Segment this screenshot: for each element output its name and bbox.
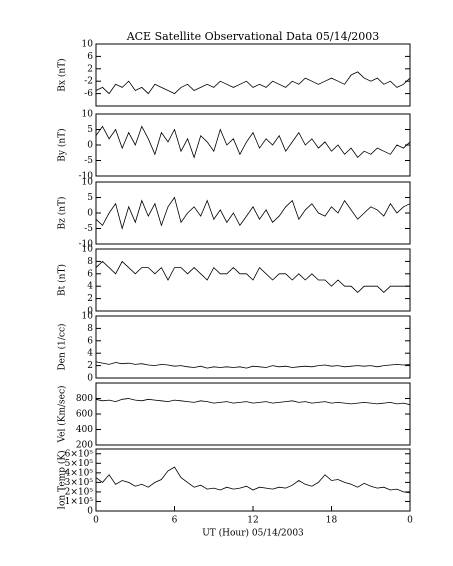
chart-title: ACE Satellite Observational Data 05/14/2…	[126, 30, 380, 43]
y-axis-label: Bz (nT)	[57, 196, 68, 229]
y-tick-label: -10	[79, 240, 94, 250]
y-tick-label: 0	[87, 209, 93, 219]
y-tick-label: -10	[79, 172, 94, 182]
y-tick-label: 8	[87, 257, 93, 267]
y-tick-label: -6	[84, 89, 93, 99]
y-axis-label: Den (1/cc)	[57, 323, 68, 370]
panel-frame	[95, 315, 411, 379]
y-tick-label: 5×10⁵	[65, 459, 94, 469]
x-axis-label: UT (Hour) 05/14/2003	[202, 528, 304, 539]
y-tick-label: 400	[76, 425, 93, 435]
y-axis-label: Bt (nT)	[57, 264, 68, 296]
y-tick-label: -5	[84, 156, 93, 166]
y-tick-label: 2×10⁵	[65, 487, 94, 497]
y-tick-label: 1×10⁵	[65, 497, 94, 507]
y-tick-label: 8	[87, 324, 93, 334]
data-line	[95, 398, 411, 406]
y-tick-label: -5	[84, 224, 93, 234]
y-axis-label: Bx (nT)	[57, 58, 68, 91]
y-tick-label: 4×10⁵	[65, 468, 94, 478]
y-tick-label: 10	[82, 40, 94, 50]
y-tick-label: 4	[87, 282, 93, 292]
y-axis-label: Vel (Km/sec)	[57, 385, 68, 443]
y-tick-label: 3×10⁵	[65, 478, 94, 488]
y-tick-label: -2	[84, 77, 93, 87]
y-tick-label: 6	[87, 336, 93, 346]
y-tick-label: 2	[87, 64, 93, 74]
y-tick-label: 600	[76, 410, 93, 420]
y-tick-label: 2	[87, 361, 93, 371]
y-tick-label: 10	[82, 110, 94, 120]
y-tick-label: 200	[76, 441, 93, 451]
y-tick-label: 6×10⁵	[65, 449, 94, 459]
y-tick-label: 6	[87, 269, 93, 279]
y-tick-label: 0	[87, 307, 93, 317]
data-line	[95, 260, 410, 293]
data-line	[95, 361, 411, 369]
x-tick-label: 0	[407, 516, 413, 526]
y-axis-label: By (nT)	[57, 128, 68, 161]
y-tick-label: 5	[87, 193, 93, 203]
y-tick-label: 10	[82, 312, 94, 322]
y-tick-label: 800	[76, 394, 93, 404]
x-tick-label: 18	[326, 516, 338, 526]
panel-frame	[95, 248, 411, 312]
y-tick-label: 0	[87, 374, 93, 384]
y-tick-label: 0	[87, 141, 93, 151]
y-tick-label: 5	[87, 125, 93, 135]
x-tick-label: 6	[172, 516, 178, 526]
y-tick-label: 0	[87, 507, 93, 517]
data-line	[95, 466, 411, 494]
data-line	[95, 196, 411, 230]
data-line	[95, 71, 411, 95]
x-tick-label: 12	[247, 516, 258, 526]
y-tick-label: 6	[87, 52, 93, 62]
y-tick-label: 2	[87, 294, 93, 304]
panel-frame	[95, 43, 411, 107]
data-line	[95, 125, 411, 159]
y-tick-label: 10	[82, 245, 94, 255]
y-axis-label: Ion Temp (K)	[57, 450, 68, 509]
y-tick-label: 4	[87, 349, 93, 359]
x-tick-label: 0	[93, 516, 99, 526]
y-tick-label: 10	[82, 178, 94, 188]
